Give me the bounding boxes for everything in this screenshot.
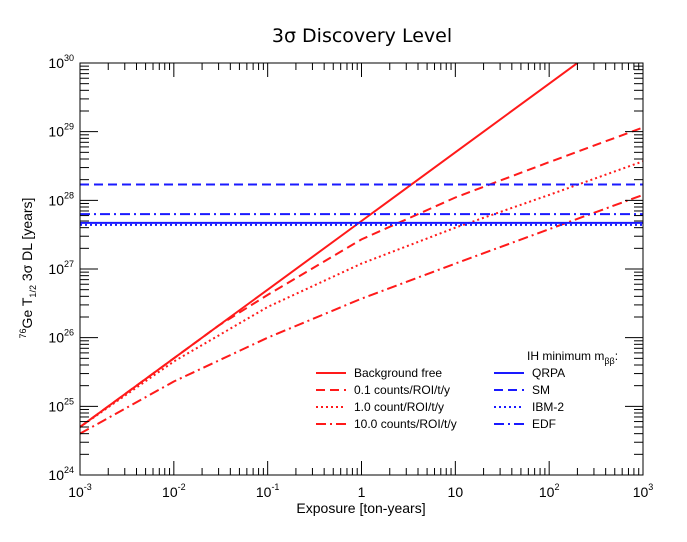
x-tick-exponent: 2 [554, 482, 559, 492]
series-lines [80, 63, 643, 435]
x-tick-label: 10-2 [162, 482, 186, 500]
x-tick-label: 103 [633, 482, 654, 500]
legend-label: SM [532, 383, 550, 397]
series-line-1-0-count-roi-t-y [80, 160, 643, 428]
legend-label: QRPA [532, 366, 565, 380]
y-label-rest: 3σ DL [years] [19, 198, 35, 286]
y-tick-label: 1024 [48, 465, 74, 483]
y-tick-label: 1025 [48, 396, 74, 414]
x-tick-base: 10 [256, 484, 272, 500]
chart-title: 3σ Discovery Level [272, 25, 452, 47]
y-tick-base: 10 [48, 330, 64, 346]
legend-label: EDF [532, 417, 556, 431]
legend-label: 10.0 counts/ROI/t/y [354, 417, 457, 431]
y-label-isotope-mass: 76 [18, 328, 28, 338]
x-tick-exponent: -2 [178, 482, 186, 492]
series-line-background-free [80, 63, 580, 428]
legend-label: IBM-2 [532, 400, 564, 414]
y-tick-base: 10 [48, 192, 64, 208]
y-tick-label: 1030 [48, 53, 74, 71]
y-tick-exponent: 24 [64, 465, 74, 475]
legend-label: 1.0 count/ROI/t/y [354, 400, 444, 414]
y-axis-label: 76Ge T1/2 3σ DL [years] [18, 198, 38, 339]
legend-label: Background free [354, 366, 442, 380]
x-tick-label: 10-1 [256, 482, 280, 500]
y-tick-base: 10 [48, 398, 64, 414]
x-tick-base: 10 [162, 484, 178, 500]
legend-title-main: IH minimum m [527, 349, 604, 363]
legend-label: 0.1 counts/ROI/t/y [354, 383, 450, 397]
x-tick-base: 10 [633, 484, 649, 500]
x-tick-label: 10 [448, 484, 464, 500]
y-tick-base: 10 [48, 467, 64, 483]
plot-area [80, 63, 643, 435]
y-label-element: Ge T [19, 297, 35, 328]
x-tick-label: 1 [358, 484, 366, 500]
y-tick-exponent: 27 [64, 259, 74, 269]
series-line-0-1-counts-roi-t-y [80, 126, 643, 428]
y-tick-base: 10 [48, 124, 64, 140]
x-tick-base: 10 [448, 484, 464, 500]
x-tick-base: 10 [539, 484, 555, 500]
x-tick-base: 10 [68, 484, 84, 500]
x-tick-label: 102 [539, 482, 560, 500]
y-tick-label: 1028 [48, 190, 74, 208]
y-tick-exponent: 25 [64, 396, 74, 406]
y-tick-base: 10 [48, 55, 64, 71]
legend: IH minimum mββ: Background free 0.1 counts… [316, 349, 618, 431]
legend-title-subscript: ββ [604, 356, 614, 366]
x-tick-label: 10-3 [68, 482, 92, 500]
axes: 10-3 10-2 10-1 1 10 102 1031024102510261027102… [48, 53, 653, 500]
y-tick-exponent: 26 [64, 328, 74, 338]
y-tick-exponent: 29 [64, 122, 74, 132]
y-tick-label: 1027 [48, 259, 74, 277]
y-tick-exponent: 30 [64, 53, 74, 63]
x-axis-label: Exposure [ton-years] [296, 500, 425, 516]
y-label-subscript: 1/2 [28, 285, 38, 298]
series-line-10-0-counts-roi-t-y [80, 193, 643, 435]
x-tick-exponent: 3 [648, 482, 653, 492]
y-tick-exponent: 28 [64, 190, 74, 200]
legend-title-suffix: : [615, 349, 618, 363]
x-tick-exponent: -1 [271, 482, 279, 492]
legend-title: IH minimum mββ: [527, 349, 618, 366]
y-tick-label: 1026 [48, 328, 74, 346]
x-tick-exponent: -3 [84, 482, 92, 492]
x-tick-base: 1 [358, 484, 366, 500]
y-tick-base: 10 [48, 261, 64, 277]
y-tick-label: 1029 [48, 122, 74, 140]
